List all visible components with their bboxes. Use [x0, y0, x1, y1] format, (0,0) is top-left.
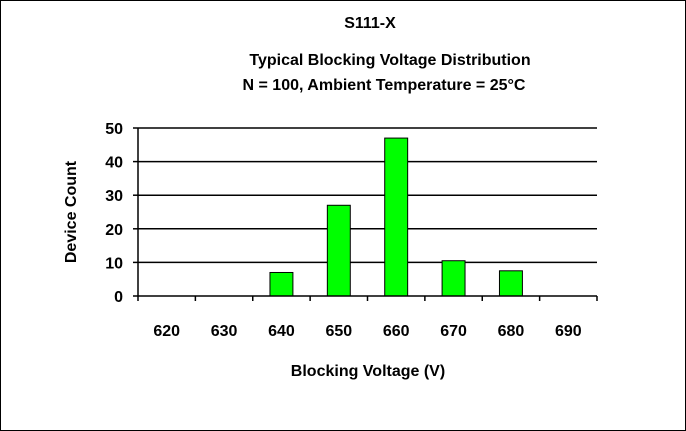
x-tick-label-650: 650: [325, 323, 352, 340]
y-tick-label-30: 30: [105, 188, 123, 205]
x-tick-label-660: 660: [383, 323, 410, 340]
y-tick-label-50: 50: [105, 121, 123, 138]
bar-670: [441, 260, 466, 297]
y-tick-label-0: 0: [114, 289, 123, 306]
y-tick-label-20: 20: [105, 222, 123, 239]
y-axis-label: Device Count: [63, 160, 80, 263]
x-axis-label: Blocking Voltage (V): [291, 363, 445, 380]
x-tick-label-690: 690: [555, 323, 582, 340]
chart-subtitle-2: N = 100, Ambient Temperature = 25°C: [243, 77, 526, 94]
y-tick-label-10: 10: [105, 255, 123, 272]
gridlines: [138, 127, 597, 264]
x-tick-label-640: 640: [268, 323, 295, 340]
bar-680: [498, 270, 523, 297]
x-tick-label-680: 680: [498, 323, 525, 340]
chart-title: S111-X: [344, 15, 396, 32]
chart-subtitle: Typical Blocking Voltage Distribution: [249, 52, 530, 69]
x-tick-labels: 620 630 640 650 660 670 680 690: [153, 323, 581, 340]
x-tick-label-670: 670: [440, 323, 467, 340]
y-tick-label-40: 40: [105, 155, 123, 172]
bar-640: [269, 271, 294, 297]
x-tick-label-620: 620: [153, 323, 180, 340]
bar-660: [384, 137, 409, 297]
bars-group: [269, 137, 523, 297]
x-tick-label-630: 630: [211, 323, 238, 340]
axes: [133, 127, 598, 301]
y-tick-labels: 0 10 20 30 40 50: [105, 121, 123, 306]
bar-650: [326, 204, 351, 297]
